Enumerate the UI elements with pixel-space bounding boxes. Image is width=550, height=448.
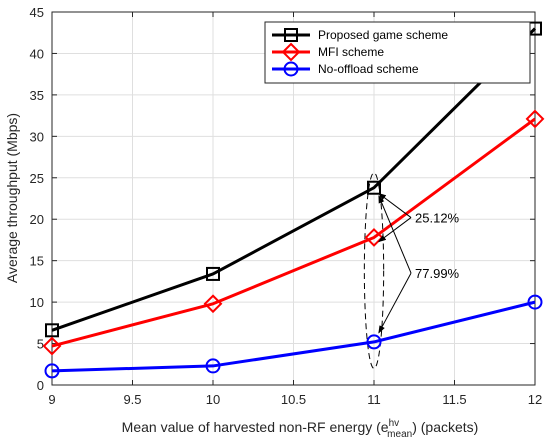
x-tick-label: 9.5 — [123, 392, 141, 407]
x-tick-label: 10.5 — [281, 392, 306, 407]
x-tick-label: 11 — [367, 392, 381, 407]
plot-frame — [51, 11, 536, 386]
legend-swatch-marker-proposed-game-scheme — [284, 28, 298, 42]
legend: Proposed game scheme MFI scheme No-offlo… — [264, 21, 531, 84]
data-point-mfi-scheme — [42, 336, 62, 356]
x-tick-labels: 9 9.5 10 10.5 11 11.5 12 — [48, 392, 542, 407]
annotation-arrow — [378, 217, 412, 243]
data-point-proposed-game-scheme — [45, 323, 59, 338]
tick-marks — [51, 11, 536, 386]
x-tick-label: 11.5 — [442, 392, 466, 407]
y-tick-labels: 0 5 10 15 20 25 30 35 40 45 — [30, 5, 44, 393]
series-line-no-offload-scheme — [51, 300, 536, 373]
annotation-arrow — [378, 272, 412, 334]
legend-swatch-marker-mfi-scheme — [281, 42, 301, 62]
series-no-offload-scheme — [44, 294, 543, 379]
series-line-mfi-scheme — [51, 117, 536, 348]
legend-swatch-marker-no-offload-scheme — [283, 61, 299, 77]
data-point-no-offload-scheme — [44, 363, 60, 379]
data-point-no-offload-scheme — [527, 294, 543, 310]
y-tick-label: 5 — [37, 337, 44, 352]
y-tick-label: 20 — [30, 212, 44, 227]
dashed-ellipse — [363, 172, 385, 369]
series-mfi-scheme — [42, 109, 545, 356]
highlight-ellipse — [363, 172, 385, 369]
y-tick-label: 0 — [37, 378, 44, 393]
x-axis-title-sub: mean — [387, 429, 412, 440]
y-tick-label: 10 — [30, 295, 44, 310]
annotation-arrow — [378, 195, 412, 274]
legend-label-proposed: Proposed game scheme — [318, 28, 448, 42]
y-axis-title: Average throughput (Mbps) — [4, 113, 20, 283]
data-point-mfi-scheme — [364, 228, 384, 247]
x-axis-title-sup: hv — [389, 418, 400, 429]
x-tick-label: 10 — [206, 392, 220, 407]
y-tick-label: 30 — [30, 129, 44, 144]
annotation-label-0: 25.12% — [415, 211, 460, 226]
series-proposed-game-scheme — [45, 21, 542, 338]
data-point-no-offload-scheme — [366, 334, 382, 350]
legend-label-mfi: MFI scheme — [318, 45, 384, 59]
x-tick-label: 9 — [48, 392, 55, 407]
x-axis-title-main: Mean value of harvested non-RF energy (e — [122, 419, 389, 435]
y-tick-label: 15 — [30, 254, 44, 269]
data-point-mfi-scheme — [525, 109, 545, 129]
legend-label-no-offload: No-offload scheme — [318, 62, 419, 76]
x-tick-label: 12 — [528, 392, 542, 407]
series-line-proposed-game-scheme — [51, 27, 537, 332]
y-tick-label: 40 — [30, 46, 44, 61]
y-tick-label: 45 — [30, 5, 44, 20]
y-tick-label: 25 — [30, 171, 44, 186]
annotation-label-1: 77.99% — [415, 266, 460, 281]
legend-swatches — [272, 28, 310, 77]
y-tick-label: 35 — [30, 88, 44, 103]
series — [42, 21, 545, 379]
data-point-proposed-game-scheme — [367, 180, 381, 195]
x-axis-title-tail: ) (packets) — [412, 419, 478, 435]
data-point-proposed-game-scheme — [206, 266, 220, 281]
annotations: 25.12% 77.99% — [378, 192, 460, 334]
data-point-no-offload-scheme — [205, 358, 221, 374]
data-point-mfi-scheme — [203, 294, 223, 314]
x-axis-title: Mean value of harvested non-RF energy (e… — [122, 418, 479, 440]
